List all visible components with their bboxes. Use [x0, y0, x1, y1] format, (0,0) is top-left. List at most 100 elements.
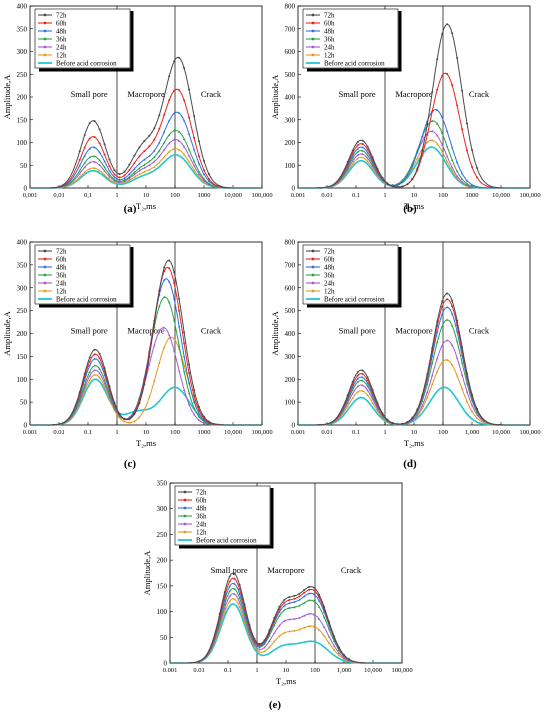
series-marker: [401, 180, 404, 183]
series-marker: [197, 412, 201, 415]
y-tick-label: 250: [157, 531, 168, 539]
series-marker: [366, 379, 369, 382]
series-marker: [288, 599, 291, 601]
series-marker: [197, 172, 201, 176]
legend-entry: 48h: [196, 505, 207, 513]
series-marker: [197, 162, 201, 165]
series-marker: [343, 653, 345, 656]
series-marker: [416, 150, 419, 154]
x-tick-label: 0.1: [352, 429, 360, 436]
legend-entry: 72h: [324, 12, 335, 20]
series-marker: [253, 645, 256, 648]
series-marker: [168, 75, 171, 78]
series-marker: [361, 143, 364, 145]
series-marker: [298, 598, 301, 601]
series-marker: [233, 572, 236, 575]
series-marker: [381, 412, 384, 415]
legend-swatch-marker: [43, 13, 47, 17]
series-marker: [376, 407, 379, 410]
series-marker: [173, 138, 176, 141]
legend-swatch-marker: [183, 522, 187, 526]
series-marker: [293, 617, 296, 620]
series-marker: [308, 592, 311, 595]
series-marker: [421, 140, 424, 143]
series-marker: [426, 390, 429, 394]
legend-swatch-marker: [183, 506, 187, 510]
series-marker: [406, 183, 409, 186]
y-tick-label: 300: [285, 116, 296, 124]
series-marker: [163, 326, 166, 329]
series-marker: [456, 56, 459, 59]
series-marker: [318, 593, 321, 596]
y-axis-label: Amplitude,A: [270, 74, 280, 119]
series-marker: [441, 324, 444, 327]
series-marker: [138, 162, 141, 165]
series-marker: [371, 162, 374, 165]
legend-swatch-marker: [43, 249, 47, 253]
series-line-12h: [30, 336, 262, 426]
series-marker: [466, 372, 468, 375]
chart-panel-4: 0 100 200 300 400 500 600 700 800 0.001 0.01 0.1 1 10…: [270, 239, 541, 471]
series-marker: [168, 301, 171, 304]
series-marker: [103, 169, 106, 172]
y-tick-label: 0: [24, 185, 28, 193]
series-marker: [356, 147, 359, 150]
series-marker: [238, 596, 241, 599]
series-marker: [337, 651, 341, 654]
series-marker: [188, 363, 191, 366]
series-marker: [238, 588, 241, 591]
series-marker: [466, 122, 468, 125]
series-marker: [168, 333, 171, 336]
series-line-before-acid-corrosion: [170, 603, 402, 664]
series-marker: [93, 348, 96, 351]
panel-label: (d): [403, 458, 417, 470]
series-marker: [163, 130, 166, 133]
series-marker: [455, 169, 459, 173]
series-marker: [351, 380, 354, 383]
series-marker: [303, 601, 306, 604]
series-marker: [188, 88, 191, 91]
series-marker: [436, 331, 439, 334]
series-marker: [455, 176, 459, 179]
x-tick-label: 0,01: [53, 192, 64, 199]
legend-entry: Before acid corrosion: [324, 60, 385, 68]
series-marker: [98, 163, 101, 166]
series-marker: [173, 349, 176, 352]
series-marker: [421, 394, 424, 397]
series-marker: [450, 146, 454, 149]
x-tick-label: 10,000: [224, 429, 242, 436]
legend-entry: 72h: [56, 248, 67, 256]
series-marker: [173, 112, 176, 115]
series-marker: [333, 635, 336, 638]
series-marker: [98, 367, 101, 370]
series-marker: [118, 416, 121, 419]
series-marker: [361, 369, 364, 372]
series-marker: [208, 420, 210, 423]
region-label-crack: Crack: [201, 326, 222, 336]
series-marker: [88, 167, 91, 170]
series-marker: [445, 129, 449, 133]
series-marker: [263, 650, 266, 653]
legend-entry: 48h: [324, 264, 335, 272]
series-marker: [177, 344, 181, 347]
series-marker: [238, 601, 241, 604]
series-marker: [223, 598, 226, 602]
legend-entry: Before acid corrosion: [324, 296, 385, 304]
series-marker: [450, 166, 454, 169]
series-marker: [78, 172, 81, 175]
series-marker: [158, 330, 161, 333]
series-marker: [322, 625, 326, 628]
y-tick-label: 200: [285, 139, 296, 147]
x-tick-label: 1: [255, 667, 258, 674]
series-marker: [253, 643, 256, 646]
series-marker: [391, 185, 394, 188]
series-marker: [446, 23, 449, 26]
series-marker: [356, 377, 359, 380]
series-marker: [148, 163, 151, 167]
legend-entry: 12h: [56, 288, 67, 296]
series-marker: [471, 165, 473, 168]
series-marker: [173, 147, 176, 150]
series-marker: [103, 367, 106, 370]
legend-swatch-marker: [43, 45, 47, 49]
y-tick-label: 100: [157, 608, 168, 616]
